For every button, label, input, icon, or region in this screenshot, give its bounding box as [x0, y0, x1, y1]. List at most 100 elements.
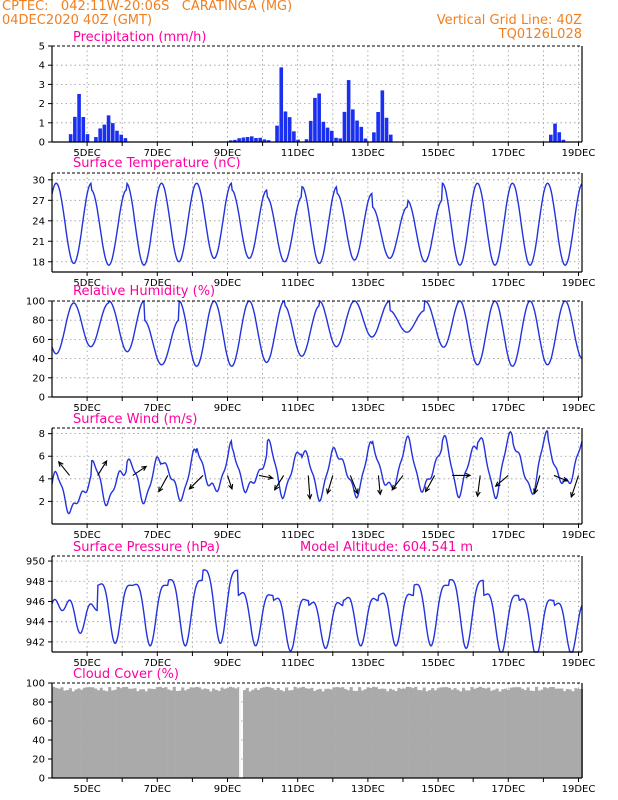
- cloud-bar: [273, 689, 277, 778]
- cloud-bar: [68, 688, 72, 778]
- cloud-bar: [293, 686, 297, 778]
- cloud-bar: [133, 688, 137, 778]
- cloud-bar: [91, 687, 95, 778]
- x-tick-label: 11DEC: [281, 530, 315, 541]
- wind-arrow-shaft: [97, 460, 108, 476]
- cloud-bar: [153, 689, 157, 778]
- cloud-bar: [175, 691, 179, 778]
- cloud-bar: [391, 689, 395, 778]
- precip-bar: [334, 137, 338, 142]
- x-tick-label: 11DEC: [281, 403, 315, 414]
- cloud-bar: [307, 688, 311, 778]
- cloud-bar: [167, 689, 171, 778]
- cloud-bar: [568, 689, 572, 778]
- cloud-bar: [164, 687, 168, 778]
- cloud-bar: [192, 687, 196, 778]
- precip-bar: [296, 139, 300, 142]
- y-tick-label: 2: [39, 99, 45, 110]
- precip-bar: [329, 130, 334, 142]
- cloud-bar: [155, 687, 160, 778]
- cloud-bar: [251, 689, 255, 778]
- wind-arrow-head: [377, 489, 383, 496]
- cloud-bar: [574, 688, 578, 778]
- x-tick-label: 17DEC: [491, 278, 525, 289]
- x-tick-label: 15DEC: [421, 278, 455, 289]
- cloud-bar: [481, 687, 485, 778]
- cloud-bar: [352, 690, 356, 778]
- cloud-bar: [464, 690, 468, 778]
- wind-arrow-head: [307, 493, 313, 501]
- cloud-bar: [526, 687, 530, 778]
- cloud-bar: [346, 690, 350, 778]
- cloud-bar: [478, 686, 482, 778]
- cloud-bar: [268, 687, 272, 778]
- cloud-bar: [186, 688, 190, 778]
- cloud-bar: [484, 688, 488, 778]
- cloud-bar: [183, 690, 188, 778]
- cloud-bar: [433, 690, 437, 778]
- wind-arrow-shaft: [391, 475, 404, 491]
- y-tick-label: 4: [39, 474, 45, 485]
- cloud-bar: [490, 690, 494, 778]
- cloud-bar: [127, 688, 131, 778]
- panel-title: Precipitation (mm/h): [73, 30, 206, 45]
- x-tick-label: 7DEC: [144, 148, 171, 159]
- cloud-bar: [366, 687, 370, 778]
- x-tick-label: 17DEC: [491, 530, 525, 541]
- precip-bar: [308, 120, 313, 142]
- cloud-bar: [461, 687, 466, 778]
- wind-arrow-shaft: [377, 475, 381, 495]
- panel-title: Relative Humidity (%): [73, 284, 215, 299]
- cloud-bar: [54, 687, 58, 778]
- cloud-bar: [520, 688, 525, 778]
- x-tick-label: 13DEC: [351, 658, 385, 669]
- x-tick-label: 7DEC: [144, 278, 171, 289]
- panel-title: Surface Pressure (hPa): [73, 540, 220, 555]
- y-tick-label: 6: [39, 452, 45, 463]
- cloud-bar: [318, 688, 322, 778]
- cloud-bar: [245, 687, 249, 778]
- x-tick-label: 7DEC: [144, 403, 171, 414]
- cloud-bar: [459, 691, 463, 778]
- y-tick-label: 3: [39, 80, 45, 91]
- y-tick-label: 24: [32, 216, 45, 227]
- wind-arrow-shaft: [226, 475, 233, 490]
- cloud-bar: [335, 687, 339, 778]
- cloud-bar: [220, 687, 224, 778]
- cloud-bar: [315, 689, 320, 778]
- cloud-bar: [57, 688, 61, 778]
- cloud-bar: [203, 688, 207, 778]
- cloud-bar: [473, 688, 477, 778]
- cloud-bar: [178, 690, 182, 778]
- x-tick-label: 5DEC: [73, 403, 100, 414]
- precip-bar: [81, 116, 86, 142]
- cloud-bar: [341, 687, 345, 778]
- cloud-bar: [400, 688, 404, 778]
- cloud-bar: [374, 687, 379, 778]
- cloud-bar: [563, 691, 567, 778]
- wind-arrow-head: [274, 484, 280, 491]
- y-tick-label: 60: [32, 717, 45, 728]
- cloud-bar: [80, 689, 84, 778]
- precip-bar: [283, 111, 288, 142]
- x-tick-label: 15DEC: [421, 403, 455, 414]
- precip-bar: [561, 139, 566, 142]
- precip-bar: [123, 138, 128, 142]
- x-tick-label: 5DEC: [73, 148, 100, 159]
- cloud-bar: [372, 686, 376, 778]
- wind-arrow-head: [141, 465, 148, 471]
- cloud-bar: [88, 687, 92, 778]
- precip-bar: [549, 134, 553, 142]
- y-tick-label: 948: [26, 577, 45, 588]
- cloud-bar: [329, 689, 334, 778]
- x-tick-label: 13DEC: [351, 530, 385, 541]
- header-line2-right: Vertical Grid Line: 40Z: [436, 13, 582, 28]
- precip-bar: [384, 117, 389, 142]
- cloud-bar: [453, 688, 457, 778]
- precip-bar: [94, 137, 98, 142]
- cloud-bar: [543, 687, 547, 778]
- wind-arrow-shaft: [307, 475, 311, 499]
- wind-arrow-head: [267, 474, 274, 480]
- cloud-bar: [408, 687, 412, 778]
- wind-arrow-shaft: [349, 475, 359, 494]
